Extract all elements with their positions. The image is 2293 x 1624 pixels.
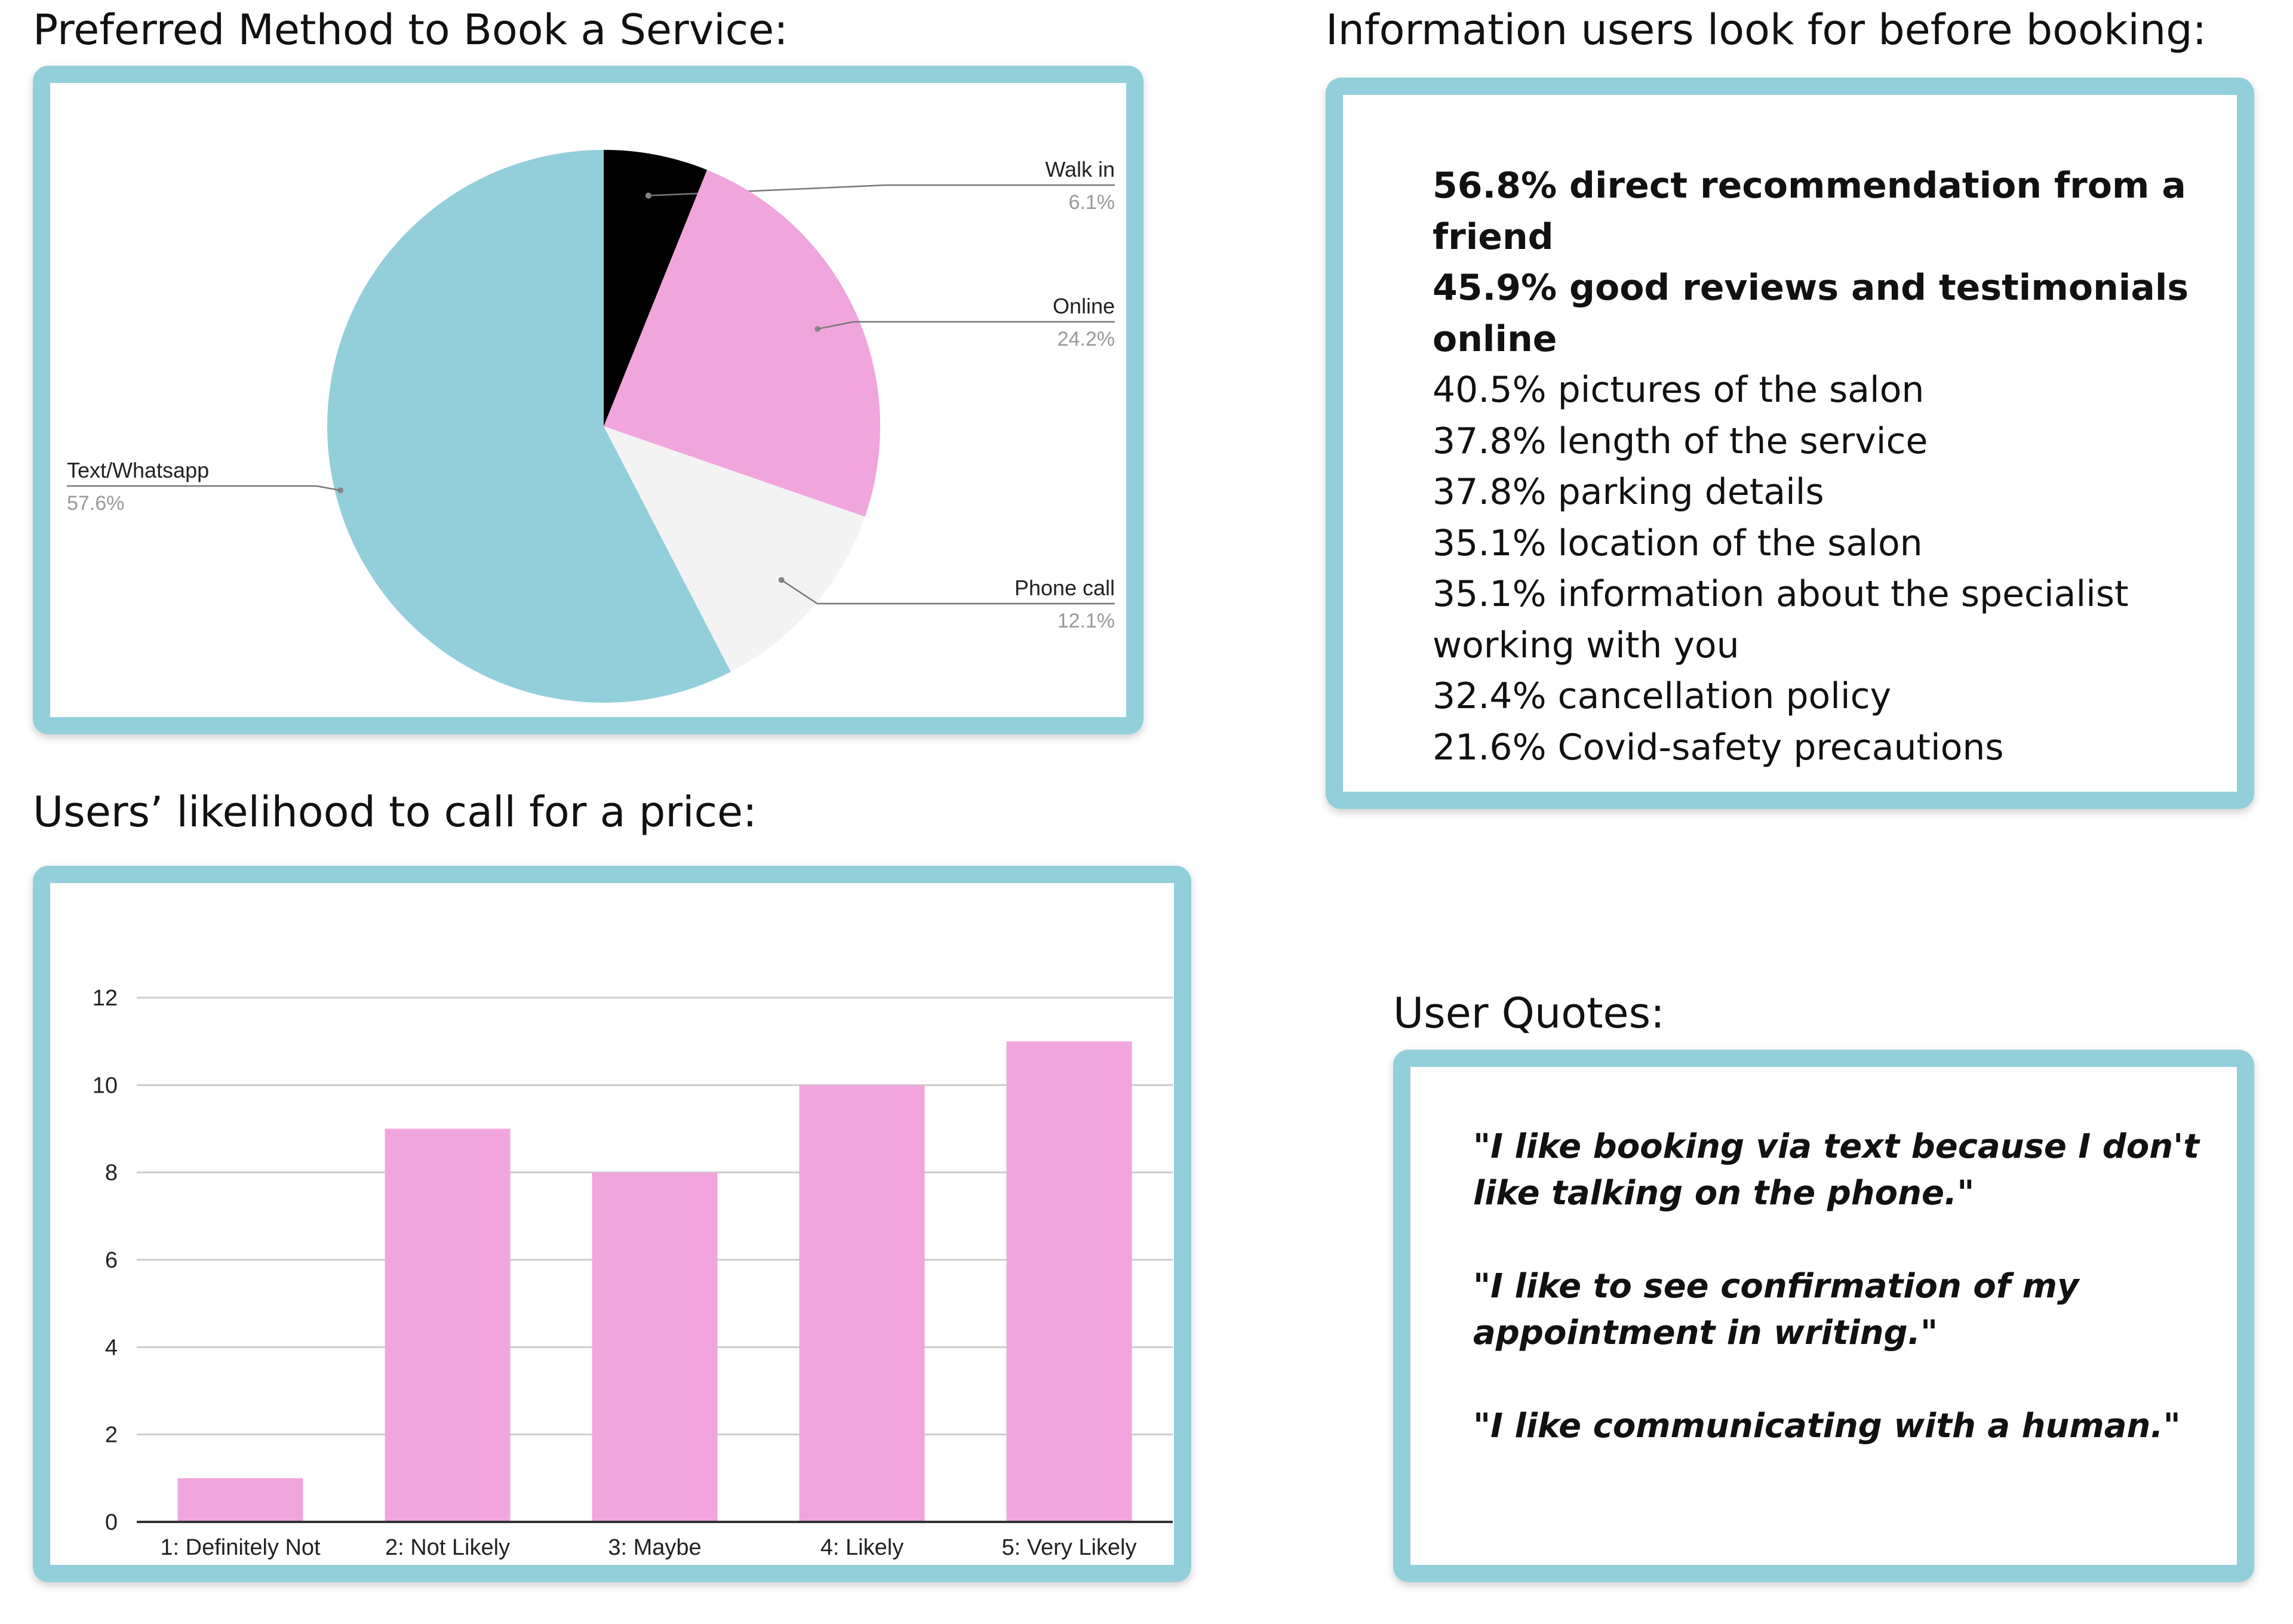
user-quote: "I like booking via text because I don't…: [1473, 1127, 2200, 1213]
leader-dot: [337, 487, 344, 494]
y-tick-label: 4: [105, 1335, 118, 1360]
info-panel: 56.8% direct recommendation from a frien…: [1326, 78, 2254, 809]
pie-label: Phone call: [1015, 576, 1115, 600]
bar: [177, 1478, 303, 1522]
x-tick-label: 2: Not Likely: [385, 1535, 510, 1560]
y-tick-label: 12: [93, 986, 118, 1011]
x-tick-label: 5: Very Likely: [1002, 1535, 1137, 1560]
pie-label: Walk in: [1045, 157, 1115, 182]
pie-label-group: Phone call 12.1%: [778, 576, 1115, 632]
pie-chart-heading: Preferred Method to Book a Service:: [33, 5, 788, 54]
bar: [385, 1128, 511, 1522]
pie-slice: [604, 150, 708, 426]
pie-slice: [604, 170, 880, 517]
quotes-panel: "I like booking via text because I don't…: [1393, 1050, 2254, 1582]
pie-percent-label: 6.1%: [1069, 191, 1115, 214]
quotes-heading: User Quotes:: [1393, 989, 1665, 1038]
bar-chart-panel: 0 2 4 6 8 10 12 1: Definitely Not 2: Not Likely 3…: [33, 866, 1191, 1582]
bar-chart-heading: Users’ likelihood to call for a price:: [33, 788, 757, 836]
pie-label: Text/Whatsapp: [67, 458, 209, 482]
y-tick-label: 0: [105, 1510, 118, 1535]
quotes-list: "I like booking via text because I don't…: [1473, 1124, 2226, 1450]
leader-line: [817, 321, 1115, 330]
pie-percent-label: 24.2%: [1058, 328, 1115, 350]
pie-label-group: Text/Whatsapp 57.6%: [67, 458, 344, 515]
bar: [592, 1172, 718, 1522]
pie-slice: [604, 426, 865, 672]
bar: [1006, 1041, 1132, 1522]
info-item: 37.8% length of the service: [1433, 420, 1928, 462]
y-tick-label: 2: [105, 1423, 118, 1448]
y-tick-label: 10: [93, 1073, 118, 1098]
info-item: 35.1% information about the specialist w…: [1433, 573, 2129, 666]
info-item: 37.8% parking details: [1433, 471, 1824, 513]
user-quote: "I like to see confirmation of my appoin…: [1473, 1267, 2079, 1352]
info-item: 56.8% direct recommendation from a frien…: [1433, 165, 2186, 258]
pie-chart: Walk in 6.1% Online 24.2% Phone call 12.1% Tex…: [67, 150, 1115, 703]
x-tick-label: 1: Definitely Not: [160, 1535, 321, 1560]
x-tick-label: 4: Likely: [820, 1535, 903, 1560]
info-list: 56.8% direct recommendation from a frien…: [1433, 161, 2233, 773]
y-tick-label: 8: [105, 1161, 118, 1186]
pie-label: Online: [1053, 294, 1115, 318]
x-tick-label: 3: Maybe: [608, 1535, 701, 1560]
info-heading: Information users look for before bookin…: [1326, 5, 2207, 54]
info-item: 35.1% location of the salon: [1433, 522, 1923, 564]
pie-percent-label: 57.6%: [67, 492, 124, 515]
info-item: 21.6% Covid-safety precautions: [1433, 726, 2004, 768]
bar: [799, 1085, 925, 1522]
user-quote: "I like communicating with a human.": [1473, 1407, 2181, 1445]
info-item: 45.9% good reviews and testimonials onli…: [1433, 267, 2189, 360]
info-item: 32.4% cancellation policy: [1433, 675, 1892, 717]
bar-chart: 0 2 4 6 8 10 12 1: Definitely Not 2: Not Likely 3…: [93, 986, 1173, 1560]
y-tick-label: 6: [105, 1248, 118, 1273]
pie-chart-panel: Walk in 6.1% Online 24.2% Phone call 12.1% Tex…: [33, 66, 1144, 734]
info-item: 40.5% pictures of the salon: [1433, 369, 1925, 411]
pie-percent-label: 12.1%: [1058, 610, 1115, 632]
pie-label-group: Online 24.2%: [814, 294, 1115, 350]
leader-line: [780, 579, 1115, 605]
pie-slice: [327, 150, 731, 703]
leader-line: [67, 485, 341, 491]
